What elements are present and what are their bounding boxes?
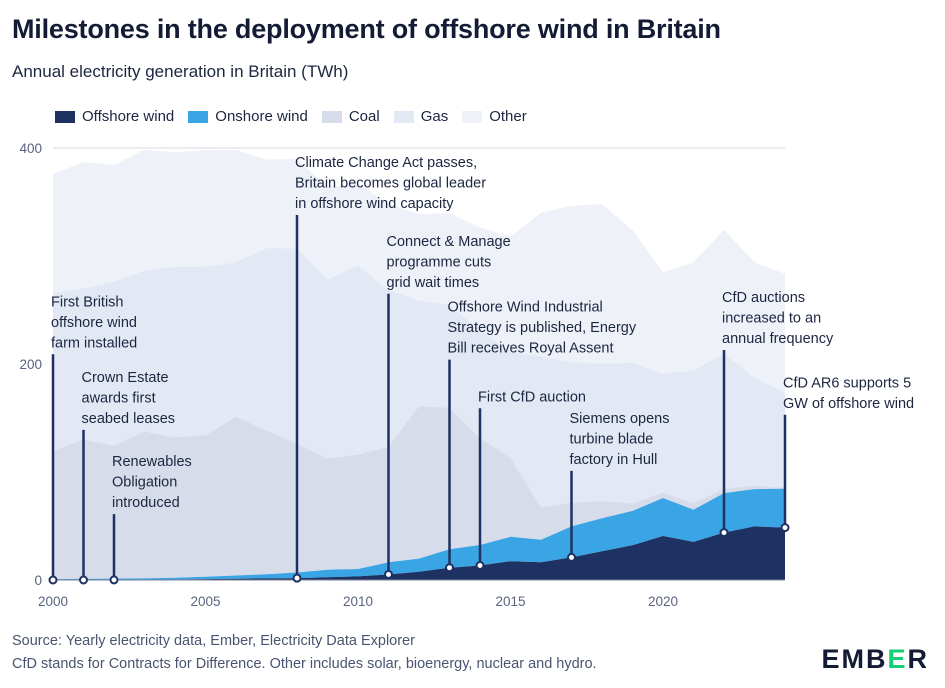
milestone-label-0-line-2: farm installed bbox=[51, 335, 137, 351]
milestone-label-1-line-1: awards first bbox=[82, 390, 156, 406]
milestone-marker-0 bbox=[48, 575, 58, 585]
area-onshore-wind bbox=[53, 488, 785, 580]
milestone-label-3-line-0: Climate Change Act passes, bbox=[295, 155, 477, 171]
y-tick-label-200: 200 bbox=[19, 357, 42, 372]
milestone-label-3-line-2: in offshore wind capacity bbox=[295, 196, 454, 212]
logo-text-accent: E bbox=[887, 644, 908, 674]
legend-item-gas[interactable]: Gas bbox=[393, 108, 449, 125]
milestone-label-8-line-2: annual frequency bbox=[722, 331, 834, 347]
milestone-label-4-line-0: Connect & Manage bbox=[387, 234, 511, 250]
logo-text-suffix: R bbox=[907, 644, 929, 674]
legend-item-onshore-wind[interactable]: Onshore wind bbox=[188, 108, 308, 125]
milestone-marker-7 bbox=[567, 552, 576, 562]
logo-text-prefix: EMB bbox=[821, 644, 888, 674]
x-tick-label-2020: 2020 bbox=[648, 594, 678, 609]
milestone-marker-5 bbox=[445, 563, 454, 573]
milestone-label-7-line-1: turbine blade bbox=[570, 431, 654, 447]
milestone-marker-6 bbox=[475, 561, 485, 571]
milestone-label-0-line-1: offshore wind bbox=[51, 315, 137, 331]
milestone-label-2-line-2: introduced bbox=[112, 495, 180, 511]
legend-item-offshore-wind[interactable]: Offshore wind bbox=[55, 108, 174, 125]
milestone-label-0-line-0: First British bbox=[51, 294, 124, 310]
milestone-label-7-line-2: factory in Hull bbox=[570, 452, 658, 468]
milestone-marker-2 bbox=[109, 575, 119, 585]
legend-label-offshore-wind: Offshore wind bbox=[82, 108, 175, 125]
milestone-label-4-line-2: grid wait times bbox=[387, 275, 480, 291]
legend-swatch-coal bbox=[321, 110, 342, 123]
definition-note: CfD stands for Contracts for Difference.… bbox=[12, 656, 597, 672]
x-tick-label-2000: 2000 bbox=[38, 594, 68, 609]
milestone-marker-3 bbox=[292, 573, 302, 583]
legend-item-coal[interactable]: Coal bbox=[321, 108, 380, 125]
legend-label-other: Other bbox=[489, 108, 527, 125]
x-tick-label-2010: 2010 bbox=[343, 594, 373, 609]
milestone-label-9-line-1: GW of offshore wind bbox=[783, 396, 914, 412]
milestone-label-8-line-1: increased to an bbox=[722, 310, 821, 326]
legend-swatch-gas bbox=[393, 110, 414, 123]
area-gas bbox=[53, 248, 785, 508]
chart-title: Milestones in the deployment of offshore… bbox=[12, 14, 721, 44]
milestone-label-5-line-1: Strategy is published, Energy bbox=[448, 320, 637, 336]
milestone-label-5-line-2: Bill receives Royal Assent bbox=[448, 341, 614, 357]
milestone-label-5-line-0: Offshore Wind Industrial bbox=[448, 300, 603, 316]
legend-label-onshore-wind: Onshore wind bbox=[215, 108, 308, 125]
generation-chart: 0 200 400 2000 2005 2010 2015 2020 First British… bbox=[19, 141, 914, 609]
footer: Source: Yearly electricity data, Ember, … bbox=[12, 630, 597, 676]
legend-label-gas: Gas bbox=[420, 108, 449, 125]
legend-swatch-other bbox=[462, 110, 483, 123]
area-offshore-wind bbox=[53, 526, 785, 580]
milestone-marker-8 bbox=[719, 528, 729, 538]
milestone-label-3-line-1: Britain becomes global leader bbox=[295, 175, 486, 191]
x-tick-label-2015: 2015 bbox=[495, 594, 525, 609]
area-coal bbox=[53, 406, 785, 580]
legend-label-coal: Coal bbox=[348, 108, 380, 125]
chart-subtitle: Annual electricity generation in Britain… bbox=[12, 62, 349, 81]
milestone-label-7-line-0: Siemens opens bbox=[570, 411, 670, 427]
legend-swatch-offshore-wind bbox=[55, 110, 75, 123]
legend-item-other[interactable]: Other bbox=[462, 108, 527, 125]
milestone-label-4-line-1: programme cuts bbox=[387, 254, 492, 270]
milestone-label-1-line-0: Crown Estate bbox=[82, 370, 169, 386]
source-note: Source: Yearly electricity data, Ember, … bbox=[12, 633, 415, 649]
legend-swatch-onshore-wind bbox=[188, 110, 209, 123]
milestone-marker-1 bbox=[79, 575, 88, 585]
milestone-label-2-line-1: Obligation bbox=[112, 475, 177, 491]
milestone-label-9-line-0: CfD AR6 supports 5 bbox=[783, 375, 911, 391]
milestone-label-2-line-0: Renewables bbox=[112, 454, 192, 470]
area-other bbox=[53, 149, 785, 393]
ember-logo: EMBER bbox=[821, 644, 929, 675]
milestone-label-6-line-0: First CfD auction bbox=[478, 389, 586, 405]
x-tick-label-2005: 2005 bbox=[190, 594, 220, 609]
y-tick-label-400: 400 bbox=[19, 141, 42, 156]
chart-legend: Offshore wind Onshore wind Coal Gas Othe… bbox=[55, 108, 541, 125]
milestone-marker-4 bbox=[384, 569, 393, 579]
milestone-label-8-line-0: CfD auctions bbox=[722, 290, 805, 306]
milestone-marker-9 bbox=[780, 523, 790, 533]
y-tick-label-0: 0 bbox=[34, 573, 42, 588]
milestone-label-1-line-2: seabed leases bbox=[82, 411, 176, 427]
